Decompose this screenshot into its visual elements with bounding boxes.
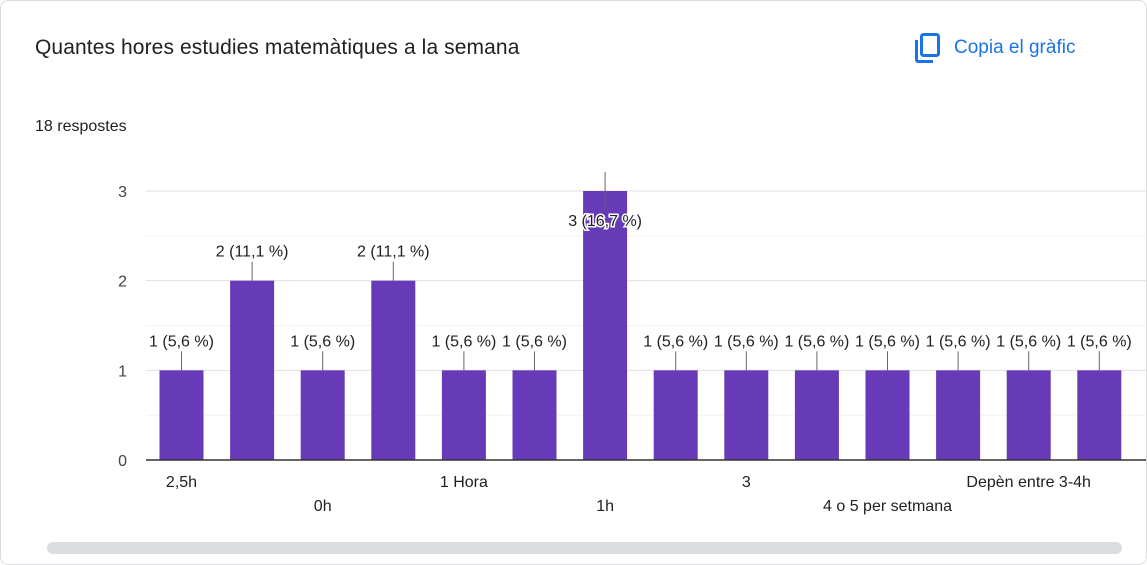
data-label: 2 (11,1 %) (216, 244, 289, 261)
x-tick-label: 1h (596, 498, 614, 515)
data-label: 1 (5,6 %) (431, 333, 496, 350)
y-tick-label: 0 (118, 453, 127, 470)
question-title: Quantes hores estudies matemàtiques a la… (35, 36, 520, 59)
bar-chart: 0 1 2 3 1 (5,6 %) 2 (11,1 %) 1 (5,6 %) 2 (11,1 … (118, 172, 1146, 515)
data-label: 1 (5,6 %) (855, 333, 920, 350)
data-label: 1 (5,6 %) (996, 333, 1061, 350)
bar (724, 370, 769, 460)
bar (583, 191, 628, 460)
data-label: 3 (16,7 %) (568, 213, 642, 230)
data-label: 1 (5,6 %) (784, 333, 849, 350)
x-tick-label: 4 o 5 per setmana (823, 498, 952, 515)
copy-icon (914, 33, 940, 63)
x-tick-label: 2,5h (166, 474, 197, 491)
bar (653, 370, 698, 460)
y-tick-label: 2 (118, 274, 127, 291)
y-tick-label: 3 (118, 184, 127, 201)
x-tick-label: 1 Hora (440, 474, 488, 491)
data-label: 1 (5,6 %) (714, 333, 779, 350)
y-tick-label: 1 (118, 363, 127, 380)
bar (1006, 370, 1051, 460)
data-label: 1 (5,6 %) (290, 333, 355, 350)
data-label: 2 (11,1 %) (357, 244, 430, 261)
bar (1077, 370, 1122, 460)
copy-chart-label: Copia el gràfic (954, 37, 1076, 58)
data-label: 1 (5,6 %) (926, 333, 991, 350)
bar (230, 280, 275, 460)
bar (371, 280, 416, 460)
x-tick-label: Depèn entre 3-4h (966, 474, 1091, 491)
data-label: 1 (5,6 %) (1067, 333, 1132, 350)
bar (512, 370, 557, 460)
x-tick-label: 0h (314, 498, 332, 515)
horizontal-scrollbar[interactable] (47, 542, 1122, 554)
bar (441, 370, 486, 460)
bar (300, 370, 345, 460)
copy-chart-button[interactable]: Copia el gràfic (914, 29, 1075, 67)
bar (865, 370, 910, 460)
data-label: 1 (5,6 %) (149, 333, 214, 350)
x-tick-label: 3 (742, 474, 751, 491)
bar (936, 370, 981, 460)
data-label: 1 (5,6 %) (643, 333, 708, 350)
response-count: 18 respostes (35, 118, 127, 135)
bar (159, 370, 204, 460)
data-label: 1 (5,6 %) (502, 333, 567, 350)
bar (794, 370, 839, 460)
